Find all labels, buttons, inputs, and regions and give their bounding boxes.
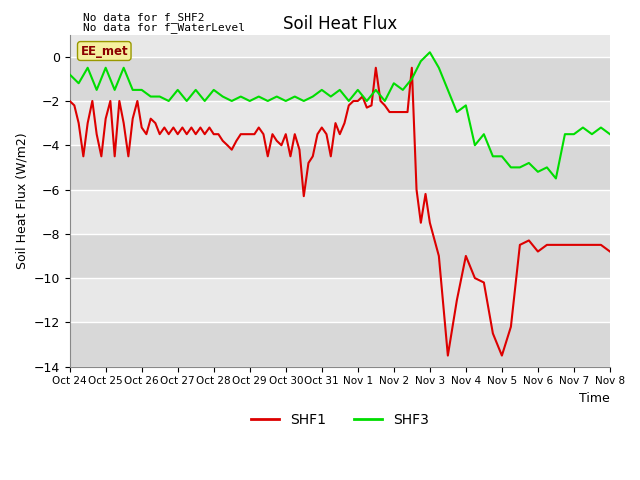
Bar	[70, 234, 610, 278]
Bar	[70, 278, 610, 323]
Bar	[70, 323, 610, 367]
Bar	[70, 101, 610, 145]
Text: No data for f_WaterLevel: No data for f_WaterLevel	[83, 22, 245, 33]
Y-axis label: Soil Heat Flux (W/m2): Soil Heat Flux (W/m2)	[15, 132, 28, 269]
Title: Soil Heat Flux: Soil Heat Flux	[283, 15, 397, 33]
Bar	[70, 57, 610, 101]
Bar	[70, 190, 610, 234]
Bar	[70, 145, 610, 190]
X-axis label: Time: Time	[579, 392, 610, 405]
Legend: SHF1, SHF3: SHF1, SHF3	[246, 408, 434, 433]
Text: No data for f_SHF2: No data for f_SHF2	[83, 12, 205, 23]
Text: EE_met: EE_met	[81, 45, 128, 58]
